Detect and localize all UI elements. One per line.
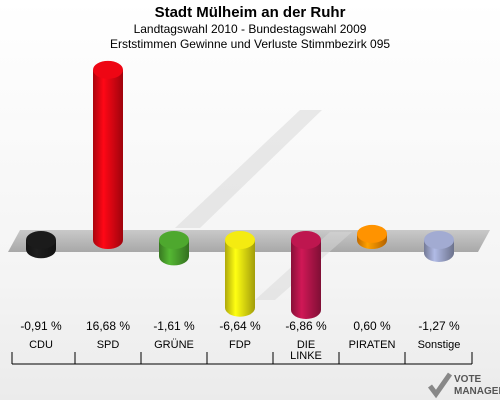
bar-body [291, 240, 321, 319]
bar-grüne [159, 231, 189, 266]
bar-cap [26, 231, 56, 249]
bar-sonstige [424, 231, 454, 262]
bar-cap [93, 60, 123, 79]
chart-subtitle-election: Landtagswahl 2010 - Bundestagswahl 2009 [133, 22, 367, 36]
logo-check-icon [428, 372, 453, 399]
bar-cap [357, 224, 387, 243]
category-label: SPD [97, 339, 120, 351]
bar-die-linke [291, 231, 321, 319]
bar-body [93, 69, 123, 249]
value-label: 16,68 % [86, 319, 130, 333]
chart-subtitle-district: Erststimmen Gewinne und Verluste Stimmbe… [109, 37, 391, 51]
chart-title: Stadt Mülheim an der Ruhr [154, 4, 346, 21]
bar-cdu [26, 231, 56, 259]
logo-text-line2: MANAGER [454, 386, 500, 397]
value-label: -6,64 % [219, 319, 261, 333]
bar-fdp [225, 231, 255, 317]
background-check-shadow [175, 110, 322, 228]
category-label: GRÜNE [154, 339, 194, 351]
category-label: PIRATEN [349, 339, 396, 351]
bar-spd [93, 60, 123, 249]
value-label: -0,91 % [20, 319, 62, 333]
value-label: 0,60 % [353, 319, 391, 333]
bar-cap [291, 231, 321, 249]
value-label: -1,27 % [418, 319, 460, 333]
category-label: CDU [29, 339, 53, 351]
value-label: -1,61 % [153, 319, 195, 333]
category-label: FDP [229, 339, 251, 351]
votemanager-logo: VOTE MANAGER [424, 366, 500, 400]
bar-cap [424, 231, 454, 249]
value-label: -6,86 % [285, 319, 327, 333]
bar-body [225, 240, 255, 317]
bar-piraten [357, 224, 387, 249]
category-label: Sonstige [418, 339, 461, 351]
category-label: DIE LINKE [290, 339, 322, 362]
bar-cap [159, 231, 189, 249]
logo-text-line1: VOTE [454, 374, 482, 385]
bar-cap [225, 231, 255, 249]
